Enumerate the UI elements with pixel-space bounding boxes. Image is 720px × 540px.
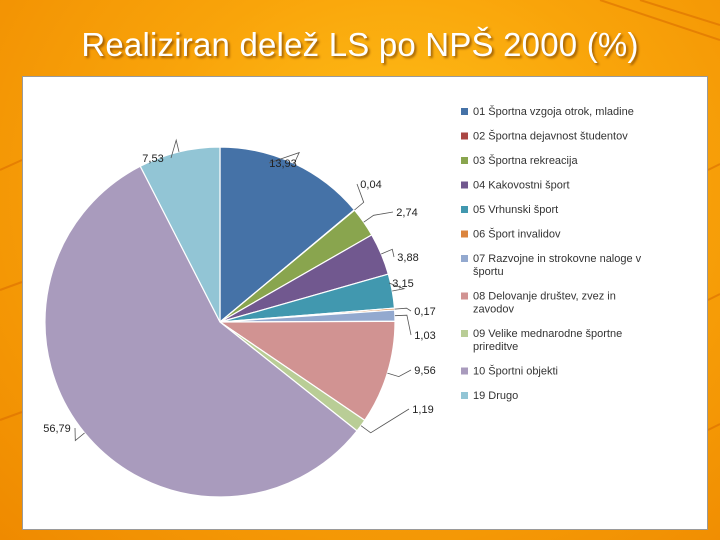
legend-swatch: [461, 157, 468, 164]
legend-swatch: [461, 255, 468, 262]
value-label: 3,88: [397, 252, 418, 264]
legend-label: 01 Športna vzgoja otrok, mladine: [473, 105, 634, 118]
value-label: 0,17: [414, 306, 435, 318]
legend-swatch: [461, 206, 468, 213]
legend-label: 06 Šport invalidov: [473, 228, 561, 241]
pie-slice: [219, 146, 356, 324]
leader-line: [387, 369, 412, 378]
value-label: 9,56: [414, 365, 435, 377]
value-label: 13,93: [269, 158, 297, 170]
chart-legend: 01 Športna vzgoja otrok, mladine 02 Šport…: [461, 105, 642, 402]
legend-label: 19 Drugo: [473, 390, 518, 402]
pie-slice: [44, 165, 358, 498]
value-label: 56,79: [43, 423, 71, 435]
legend-swatch: [461, 367, 468, 375]
legend-label: 03 Športna rekreacija: [473, 154, 578, 167]
legend-label: 05 Vrhunski šport: [473, 204, 558, 216]
legend-swatch: [461, 230, 468, 238]
value-label: 3,15: [392, 278, 413, 290]
value-label: 0,04: [360, 179, 381, 191]
pie-chart: 13,93 0,04 2,74 3,88 3,15 0,17 1,03 9,56 1,19 56,…: [43, 105, 642, 498]
legend-label: 10 Športni objekti: [473, 365, 558, 378]
leader-line: [268, 151, 300, 164]
legend-label: 07 Razvojne in strokovne naloge v športu: [473, 253, 642, 278]
legend-label: 04 Kakovostni šport: [473, 180, 570, 192]
legend-swatch: [461, 132, 468, 140]
leader-line: [354, 183, 365, 211]
value-label: 7,53: [142, 153, 163, 165]
leader-line: [74, 427, 85, 442]
legend-label: 08 Delovanje društev, zvez in zavodov: [473, 291, 616, 316]
value-label: 1,19: [412, 404, 433, 416]
legend-label: 02 Športna dejavnost študentov: [473, 130, 628, 143]
legend-label: 09 Velike mednarodne športne prireditve: [473, 328, 622, 353]
value-label: 2,74: [396, 207, 417, 219]
leader-line: [394, 314, 412, 336]
leader-line: [363, 211, 394, 223]
legend-swatch: [461, 392, 468, 399]
leader-line: [170, 138, 180, 159]
leader-line: [388, 282, 406, 292]
legend-swatch: [461, 181, 468, 189]
leader-lines: [74, 138, 412, 442]
pie-slice: [218, 320, 396, 422]
pie-slices: [44, 146, 396, 498]
value-labels: 13,93 0,04 2,74 3,88 3,15 0,17 1,03 9,56 1,19 56,…: [43, 153, 435, 435]
leader-line: [360, 408, 410, 434]
chart-panel: 13,93 0,04 2,74 3,88 3,15 0,17 1,03 9,56 1,19 56,…: [22, 76, 708, 530]
page-title: Realiziran delež LS po NPŠ 2000 (%): [81, 26, 639, 63]
value-label: 1,03: [414, 330, 435, 342]
leader-line: [381, 248, 395, 258]
legend-swatch: [461, 330, 468, 337]
legend-swatch: [461, 292, 468, 300]
leader-line: [394, 307, 412, 312]
legend-swatch: [461, 108, 468, 115]
